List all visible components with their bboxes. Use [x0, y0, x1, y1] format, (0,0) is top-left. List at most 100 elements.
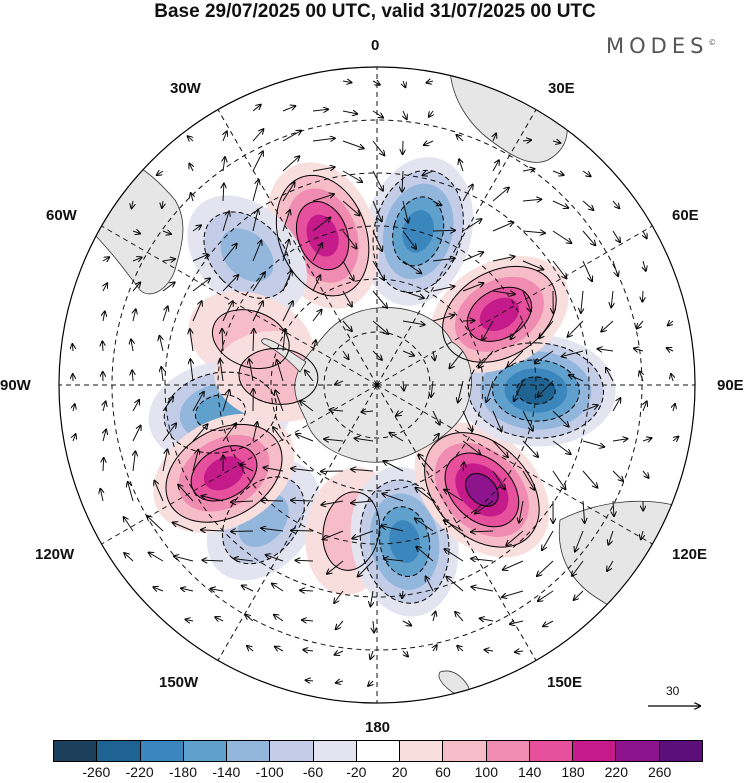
lon-label-90w: 90W	[0, 377, 31, 394]
wind-vector-arrow	[415, 488, 434, 502]
wind-vector-arrow	[462, 185, 473, 202]
wind-vector-arrow	[431, 380, 433, 397]
wind-vector-arrow	[128, 482, 134, 502]
wind-vector-arrow	[643, 401, 647, 412]
wind-vector-arrow	[355, 438, 374, 441]
wind-vector-arrow	[192, 301, 202, 322]
anomaly-contour	[467, 342, 604, 439]
wind-vector-arrow	[283, 329, 285, 352]
wind-vector-arrow	[291, 469, 314, 472]
wind-vector-arrow	[342, 170, 362, 182]
wind-vector-arrow	[433, 645, 437, 652]
wind-vector-arrow	[202, 496, 224, 502]
wind-vector-arrow	[306, 680, 314, 681]
wind-vector-arrow	[668, 321, 673, 325]
wind-vector-arrow	[522, 199, 541, 201]
wind-vector-arrow	[457, 135, 464, 142]
wind-vector-arrow	[103, 458, 104, 472]
wind-vector-arrow	[671, 374, 673, 382]
parallel-line	[111, 119, 643, 651]
wind-vector-arrow	[275, 647, 284, 651]
wind-vector-arrow	[432, 315, 454, 322]
wind-vector-arrow	[503, 560, 524, 570]
wind-vector-arrow	[537, 560, 554, 576]
wind-vector-arrow	[189, 164, 193, 172]
wind-vector-arrow	[296, 560, 314, 561]
wind-vector-arrow	[552, 171, 564, 175]
wind-vector-arrow	[312, 138, 335, 141]
wind-vector-arrow	[582, 440, 604, 447]
wind-vector-arrow	[582, 200, 593, 210]
wind-vector-arrow	[240, 465, 254, 472]
wind-vector-arrow	[449, 350, 464, 368]
wind-vector-arrow	[282, 106, 295, 112]
wind-vector-arrow	[522, 440, 538, 457]
wind-vector-arrow	[432, 410, 440, 425]
wind-vector-arrow	[372, 320, 388, 334]
wind-vector-arrow	[612, 470, 623, 481]
wind-vector-arrow	[552, 470, 565, 489]
wind-vector-arrow	[162, 423, 176, 442]
wind-vector-arrow	[634, 348, 644, 351]
wind-vector-arrow	[336, 620, 344, 629]
wind-vector-arrow	[249, 359, 254, 382]
wind-vector-arrow	[312, 310, 322, 322]
wind-vector-arrow	[673, 404, 675, 412]
colorbar-cell	[529, 741, 574, 761]
parallel-line	[164, 172, 590, 598]
wind-vector-arrow	[162, 307, 168, 322]
wind-vector-arrow	[275, 390, 284, 412]
wind-vector-arrow	[575, 530, 584, 552]
wind-vector-arrow	[291, 500, 314, 501]
wind-vector-arrow	[403, 650, 408, 657]
wind-vector-arrow	[515, 651, 524, 652]
wind-vector-arrow	[222, 329, 223, 352]
wind-vector-arrow	[264, 468, 284, 472]
wind-vector-arrow	[252, 241, 261, 262]
wind-vector-arrow	[190, 359, 193, 382]
wind-vector-arrow	[351, 469, 374, 471]
anomaly-cell	[430, 255, 569, 373]
wind-vector-arrow	[302, 620, 314, 621]
anomaly-contour	[163, 371, 278, 454]
reference-vector-label: 30	[666, 684, 680, 698]
wind-vector-arrow	[462, 410, 472, 431]
wind-vector-arrow	[312, 194, 334, 202]
wind-vector-arrow	[462, 321, 474, 322]
parallel-line	[217, 225, 537, 545]
wind-vector-arrow	[552, 440, 571, 454]
wind-vector-arrow	[402, 590, 403, 598]
wind-vector-arrow	[382, 526, 404, 532]
wind-vector-arrow	[552, 260, 567, 278]
wind-vector-arrow	[313, 340, 316, 352]
wind-vector-arrow	[352, 530, 374, 539]
wind-vector-arrow	[475, 500, 494, 514]
wind-vector-arrow	[272, 584, 284, 592]
wind-vector-arrow	[312, 218, 330, 232]
wind-vector-arrow	[242, 586, 254, 592]
wind-vector-arrow	[582, 405, 598, 412]
wind-vector-arrow	[673, 437, 678, 441]
wind-vector-arrow	[277, 360, 284, 382]
wind-vector-arrow	[132, 200, 134, 208]
wind-vector-arrow	[252, 422, 257, 442]
wind-vector-arrow	[462, 252, 483, 262]
colorbar-ticks: -260 -220 -180 -140 -100 -60 -20 20 60 100 140 180 2…	[53, 764, 703, 783]
wind-vector-arrow	[321, 500, 344, 505]
wind-vector-arrow	[252, 301, 263, 322]
wind-vector-arrow	[459, 159, 463, 172]
anomaly-contour-group	[322, 491, 380, 571]
wind-vector-arrow	[215, 617, 224, 621]
wind-vector-arrow	[362, 411, 374, 412]
wind-vector-arrow	[426, 577, 434, 592]
wind-vector-arrow	[492, 188, 509, 202]
wind-vector-arrow	[642, 438, 652, 441]
wind-vector-arrow	[162, 450, 167, 472]
south-pole-dot	[375, 383, 379, 387]
anomaly-band	[516, 376, 556, 405]
wind-vector-arrow	[342, 140, 364, 148]
wind-vector-arrow	[552, 410, 569, 427]
wind-vector-arrow	[222, 390, 229, 412]
wind-vector-arrow	[211, 589, 224, 591]
wind-vector-arrow	[372, 260, 384, 280]
